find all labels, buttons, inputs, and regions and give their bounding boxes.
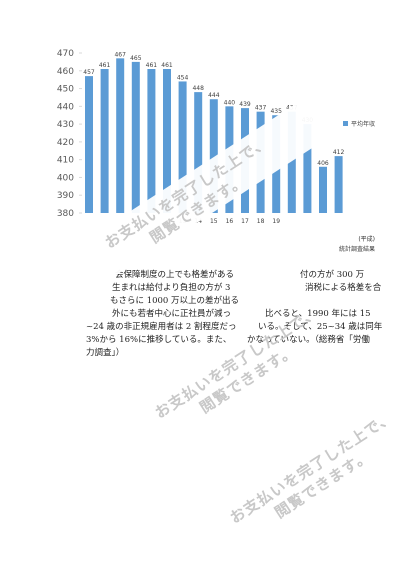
body-text: かなっていない。（総務省「労働 xyxy=(247,335,370,345)
value-label: 435 xyxy=(270,108,282,115)
value-label: 454 xyxy=(177,74,189,81)
y-tick-label: 390 xyxy=(57,191,74,201)
body-text: 生まれは給付より負担の方が 3 xyxy=(112,283,231,293)
value-label: 444 xyxy=(208,92,220,99)
body-text: 消税による格差を合 xyxy=(305,283,382,293)
y-tick-label: 410 xyxy=(57,156,74,166)
body-text: 外にも若者中心に正社員が減っ xyxy=(112,309,232,319)
x-tick-label: 19 xyxy=(272,218,280,225)
y-tick-label: 460 xyxy=(57,67,74,77)
x-tick-label: 16 xyxy=(226,218,234,225)
body-text: 3%から 16%に推移している。また、 xyxy=(86,335,232,345)
watermark: お支払いを完了した上で、 閲覧できます。 xyxy=(152,303,322,422)
chart-source: 統計調査結果 xyxy=(339,245,375,253)
value-label: 437 xyxy=(255,105,267,112)
value-label: 448 xyxy=(192,85,204,92)
chart-note: (平成) xyxy=(358,235,375,243)
bar xyxy=(116,58,125,214)
body-text: いる。そして、25~34 歳は同年 xyxy=(258,322,383,332)
x-tick-label: 15 xyxy=(210,218,218,225)
bar xyxy=(178,81,187,213)
bar xyxy=(287,111,296,213)
value-label: 457 xyxy=(83,69,95,76)
watermark-band xyxy=(52,98,330,301)
watermark: お支払いを完了した上で、 閲覧できます。 xyxy=(227,408,397,527)
x-tick-label: 17 xyxy=(241,218,249,225)
value-label: 406 xyxy=(317,160,329,167)
value-label: 461 xyxy=(161,62,173,69)
y-tick-label: 440 xyxy=(57,102,74,112)
bar xyxy=(194,92,203,213)
value-label: 440 xyxy=(224,99,236,106)
body-text: 比べると、1990 年には 15 xyxy=(265,309,371,319)
x-tick-label: 18 xyxy=(257,218,265,225)
value-label: 439 xyxy=(239,101,251,108)
y-tick-label: 430 xyxy=(57,120,74,130)
body-text: 力調査」） xyxy=(86,348,125,358)
bar xyxy=(319,166,327,213)
body-text: 付の方が 300 万 xyxy=(300,270,365,280)
legend-label: 平均年収 xyxy=(351,120,375,128)
bar xyxy=(100,69,109,213)
watermark-text: お支払いを完了した上で、 xyxy=(227,408,397,527)
bar xyxy=(303,124,312,213)
y-tick-label: 420 xyxy=(57,138,74,148)
watermark-text: お支払いを完了した上で、 xyxy=(102,133,272,252)
watermark: お支払いを完了した上で、 閲覧できます。 xyxy=(52,98,330,301)
bar xyxy=(85,76,93,213)
bar xyxy=(131,61,140,214)
body-text: ~24 歳の非正規雇用者は 2 割程度だっ xyxy=(86,322,237,332)
value-label: 461 xyxy=(146,62,158,69)
y-tick-label: 380 xyxy=(57,209,74,219)
y-tick-label: 470 xyxy=(57,49,74,59)
body-text: もさらに 1000 万以上の差が出る xyxy=(110,296,240,306)
watermark-text: お支払いを完了した上で、 xyxy=(152,303,322,422)
value-label: 461 xyxy=(99,62,111,69)
bar xyxy=(334,156,343,213)
legend-swatch xyxy=(343,121,348,126)
body-text: 会保障制度の上でも格差がある xyxy=(115,270,235,280)
bar xyxy=(209,99,218,213)
value-label: 412 xyxy=(333,149,345,156)
bar xyxy=(147,69,156,213)
y-tick-label: 400 xyxy=(57,173,74,183)
bar xyxy=(163,69,171,213)
value-label: 467 xyxy=(114,51,126,58)
value-label: 465 xyxy=(130,55,142,62)
y-tick-label: 450 xyxy=(57,85,74,95)
